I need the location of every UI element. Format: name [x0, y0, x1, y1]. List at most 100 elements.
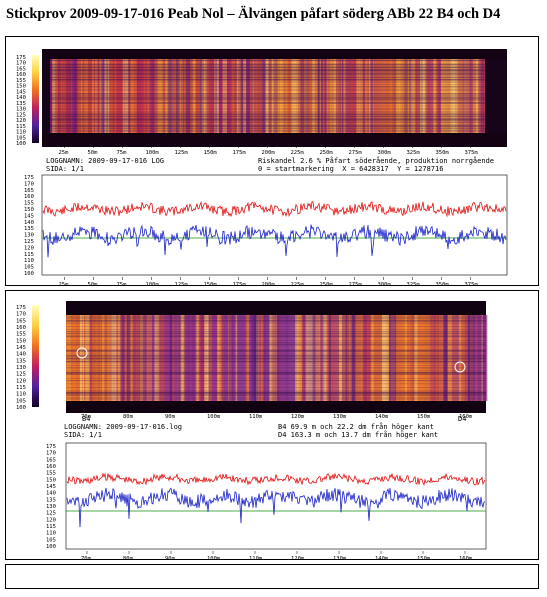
thermal-scale-label: 175 [16, 305, 26, 311]
thermal-scale-label: 110 [16, 392, 26, 398]
thermal-texture [50, 59, 485, 133]
distance-tick-label: 70m [81, 414, 92, 420]
distance-tick-label: 150m [204, 150, 218, 156]
distance-tick-label: 25m [59, 282, 70, 285]
info-line-1: B4 69.9 m och 22.2 dm från höger kant [278, 423, 434, 431]
thermal-scale-label: 140 [16, 352, 26, 358]
distance-tick-label: 175m [233, 282, 247, 285]
thermal-scale-label: 130 [16, 107, 26, 113]
max-temperature-line [66, 472, 486, 486]
page-number: SIDA: 1/1 [46, 165, 84, 173]
distance-tick-label: 375m [465, 150, 479, 156]
distance-tick-label: 80m [123, 414, 134, 420]
chart-scale-label: 175 [24, 175, 34, 181]
chart-scale-label: 125 [24, 239, 34, 245]
thermal-scale-label: 150 [16, 84, 26, 90]
distance-tick-label: 160m [459, 414, 473, 420]
distance-tick-label: 250m [320, 150, 334, 156]
thermal-scale-label: 160 [16, 325, 26, 331]
distance-tick-label: 250m [320, 282, 334, 285]
thermal-scale-label: 165 [16, 318, 26, 324]
distance-tick-label: 150m [417, 556, 431, 559]
distance-tick-label: 350m [436, 282, 450, 285]
min-temperature-line [66, 487, 486, 528]
thermal-scale-label: 105 [16, 398, 26, 404]
thermal-scale-label: 165 [16, 66, 26, 72]
thermal-scale-label: 110 [16, 130, 26, 136]
distance-tick-label: 200m [262, 150, 276, 156]
chart-scale-label: 160 [24, 194, 34, 200]
distance-tick-label: 325m [407, 150, 421, 156]
chart-scale-label: 140 [46, 491, 56, 497]
chart-scale-label: 105 [24, 265, 34, 271]
thermal-scale-label: 155 [16, 78, 26, 84]
thermal-scale-label: 145 [16, 345, 26, 351]
min-temperature-line [42, 224, 507, 258]
distance-tick-label: 225m [291, 282, 305, 285]
thermal-distance-axis: 25m 50m 75m 100m 125m 150m 175m 200m 225m 250m 275… [59, 145, 479, 156]
chart-scale-label: 130 [24, 233, 34, 239]
chart-scale-label: 110 [46, 531, 56, 537]
distance-tick-label: 100m [207, 414, 221, 420]
distance-tick-label: 125m [175, 282, 189, 285]
chart-scale-label: 170 [24, 181, 34, 187]
distance-tick-label: 160m [459, 556, 473, 559]
thermal-scale-label: 105 [16, 135, 26, 141]
panel2-graphics: 1751701651601551501451401351301251201151… [16, 301, 488, 562]
chart-scale-label: 100 [46, 544, 56, 550]
distance-tick-label: 275m [349, 282, 363, 285]
chart-scale-label: 140 [24, 220, 34, 226]
chart-scale-label: 165 [24, 188, 34, 194]
distance-tick-label: 140m [375, 556, 389, 559]
marker-b4-label: B4 [82, 415, 90, 423]
thermal-scale-label: 120 [16, 118, 26, 124]
thermal-scale-label: 130 [16, 365, 26, 371]
thermal-scale-label: 115 [16, 124, 26, 130]
thermal-scale-label: 125 [16, 112, 26, 118]
distance-tick-label: 110m [249, 556, 263, 559]
marker-d4-circle [454, 361, 466, 373]
thermal-scale-label: 170 [16, 61, 26, 67]
distance-tick-label: 110m [249, 414, 263, 420]
distance-tick-label: 130m [333, 414, 347, 420]
thermal-distance-axis: 70m 80m 90m 100m 110m 120m 130m 140m 150m 160m [81, 409, 473, 420]
chart-scale-label: 100 [24, 271, 34, 277]
chart-scale-label: 150 [24, 207, 34, 213]
chart-scale-label: 155 [46, 471, 56, 477]
profile-chart-scale: 1751701651601551501451401351301251201151… [24, 175, 34, 277]
thermal-scale-label: 100 [16, 141, 26, 147]
distance-tick-label: 100m [146, 150, 160, 156]
chart-scale-label: 120 [24, 245, 34, 251]
thermal-scale-label: 145 [16, 89, 26, 95]
distance-tick-label: 90m [165, 414, 176, 420]
log-name: LOGGNAMN: 2009-09-17-016 LOG [46, 157, 165, 165]
info-line-2: D4 163.3 m och 13.7 dm från höger kant [278, 431, 439, 439]
distance-tick-label: 50m [88, 150, 99, 156]
thermal-scale-label: 160 [16, 72, 26, 78]
distance-tick-label: 25m [59, 150, 70, 156]
chart-scale-label: 135 [46, 497, 56, 503]
marker-d4-label: D4 [458, 415, 466, 423]
distance-tick-label: 300m [378, 150, 392, 156]
thermal-scale-label: 100 [16, 405, 26, 411]
chart-scale-label: 125 [46, 511, 56, 517]
distance-tick-label: 120m [291, 414, 305, 420]
distance-tick-label: 100m [146, 282, 160, 285]
chart-scale-label: 145 [24, 213, 34, 219]
log-name: LOGGNAMN: 2009-09-17-016.log [64, 423, 183, 431]
distance-tick-label: 175m [233, 150, 247, 156]
distance-tick-label: 75m [117, 150, 128, 156]
distance-tick-label: 225m [291, 150, 305, 156]
chart-scale-label: 170 [46, 451, 56, 457]
chart-scale-label: 165 [46, 457, 56, 463]
chart-scale-label: 150 [46, 477, 56, 483]
thermal-scale-label: 115 [16, 385, 26, 391]
chart-scale-label: 135 [24, 226, 34, 232]
info-line-1: Riskandel 2.6 % Påfart söderående, produ… [258, 157, 495, 165]
max-temperature-line [42, 200, 507, 218]
profile-chart-scale: 1751701651601551501451401351301251201151… [46, 444, 56, 550]
thermal-color-scale [32, 305, 39, 407]
thermal-scale-label: 175 [16, 55, 26, 61]
distance-tick-label: 300m [378, 282, 392, 285]
distance-tick-label: 150m [204, 282, 218, 285]
